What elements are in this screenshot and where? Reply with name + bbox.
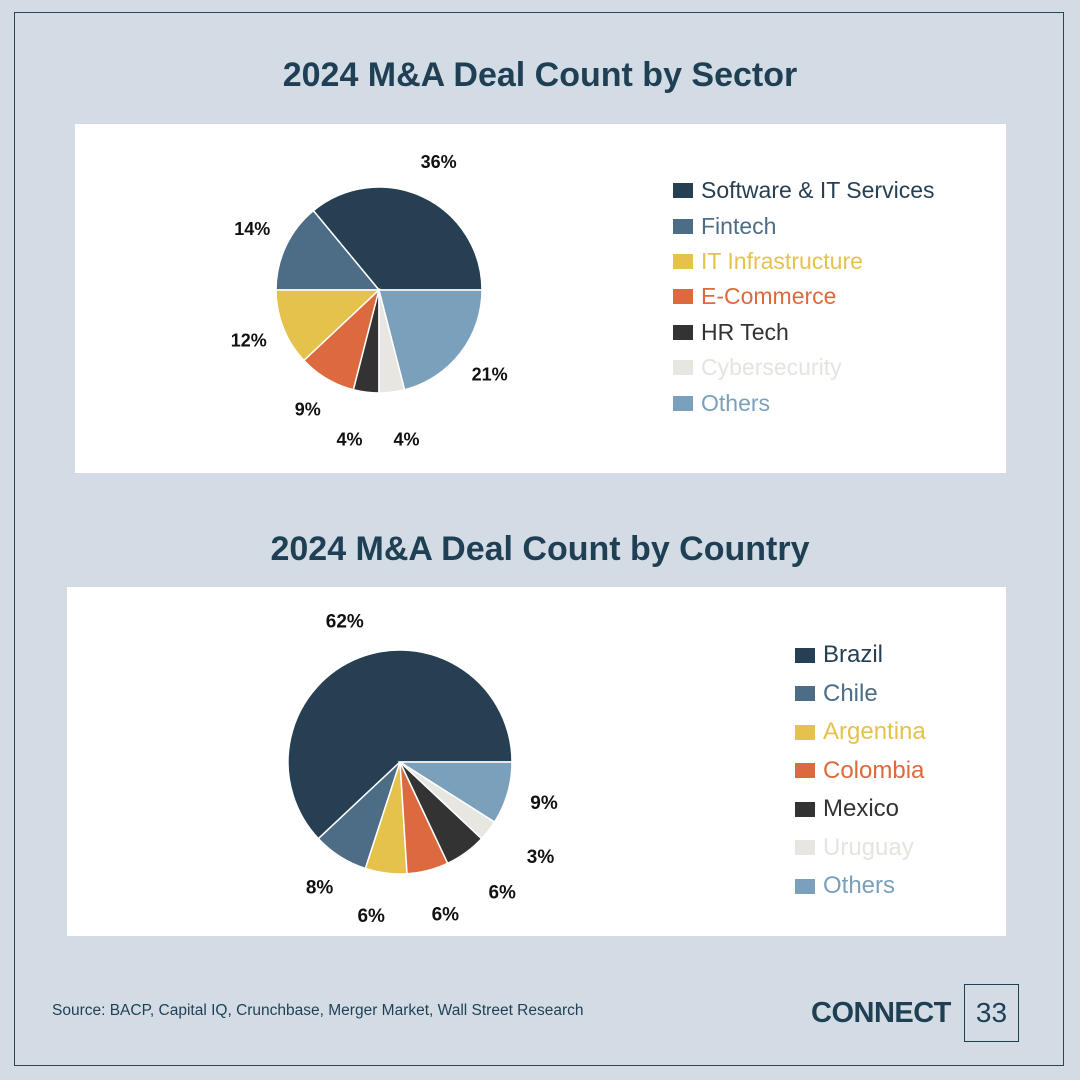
legend-swatch bbox=[673, 183, 693, 199]
legend-label: Cybersecurity bbox=[701, 354, 842, 381]
data-label-others: 21% bbox=[472, 365, 508, 385]
data-label-argentina: 6% bbox=[357, 906, 385, 927]
legend-item-it-infrastructure: IT Infrastructure bbox=[673, 244, 935, 279]
country-pie-chart: 62% 8% 6% 6% 6% 3% 9% bbox=[287, 612, 558, 927]
legend-item-colombia: Colombia bbox=[795, 752, 926, 791]
country-chart-title: 2024 M&A Deal Count by Country bbox=[270, 530, 810, 568]
data-label-colombia: 6% bbox=[432, 904, 460, 925]
legend-item-argentina: Argentina bbox=[795, 713, 926, 752]
data-label-others: 9% bbox=[530, 793, 558, 814]
slice-it-infrastructure bbox=[275, 289, 381, 362]
legend-item-e-commerce: E-Commerce bbox=[673, 279, 935, 314]
legend-item-others: Others bbox=[673, 385, 935, 420]
legend-swatch bbox=[673, 253, 693, 269]
legend-item-hr-tech: HR Tech bbox=[673, 315, 935, 350]
data-label-hr-tech: 4% bbox=[336, 430, 362, 450]
page-frame bbox=[14, 12, 1064, 1066]
legend-swatch bbox=[795, 647, 815, 663]
legend-item-uruguay: Uruguay bbox=[795, 829, 926, 868]
legend-label: Uruguay bbox=[823, 833, 914, 861]
legend-label: IT Infrastructure bbox=[701, 247, 863, 274]
legend-swatch bbox=[795, 763, 815, 779]
data-label-chile: 8% bbox=[306, 878, 334, 899]
legend-label: Mexico bbox=[823, 795, 900, 823]
legend-label: Colombia bbox=[823, 756, 925, 784]
data-label-software-and-it-services: 36% bbox=[421, 152, 457, 172]
country-legend: Brazil Chile Argentina Colombia Mexico Urugua… bbox=[795, 636, 926, 906]
legend-item-mexico: Mexico bbox=[795, 790, 926, 829]
legend-swatch bbox=[673, 324, 693, 340]
sector-chart-card: 36% 14% 12% 9% 4% 4% 21% Software & IT Service… bbox=[75, 124, 1006, 473]
legend-label: Argentina bbox=[823, 718, 926, 746]
country-chart-card: 62% 8% 6% 6% 6% 3% 9% Brazil Chile Argentina Colo… bbox=[67, 587, 1006, 936]
legend-label: Software & IT Services bbox=[701, 177, 935, 204]
legend-item-fintech: Fintech bbox=[673, 208, 935, 243]
legend-label: HR Tech bbox=[701, 318, 789, 345]
legend-item-software-and-it-services: Software & IT Services bbox=[673, 173, 935, 208]
sector-pie-chart: 36% 14% 12% 9% 4% 4% 21% bbox=[231, 152, 508, 450]
legend-swatch bbox=[795, 840, 815, 856]
data-label-fintech: 14% bbox=[234, 219, 270, 239]
legend-swatch bbox=[795, 724, 815, 740]
slice-brazil bbox=[287, 649, 513, 840]
legend-swatch bbox=[673, 395, 693, 411]
data-label-mexico: 6% bbox=[488, 882, 516, 903]
legend-label: Chile bbox=[823, 679, 878, 707]
legend-swatch bbox=[795, 801, 815, 817]
legend-label: Others bbox=[701, 389, 771, 416]
slice-software-and-it-services bbox=[312, 186, 483, 291]
legend-item-brazil: Brazil bbox=[795, 636, 926, 675]
legend-item-chile: Chile bbox=[795, 675, 926, 714]
legend-label: Others bbox=[823, 872, 896, 900]
legend-swatch bbox=[795, 878, 815, 894]
data-label-it-infrastructure: 12% bbox=[231, 330, 267, 350]
legend-item-others: Others bbox=[795, 867, 926, 906]
source-note: Source: BACP, Capital IQ, Crunchbase, Me… bbox=[52, 1002, 584, 1019]
sector-legend: Software & IT Services Fintech IT Infrastr… bbox=[673, 173, 935, 421]
data-label-uruguay: 3% bbox=[527, 847, 555, 868]
legend-swatch bbox=[673, 360, 693, 376]
page-number: 33 bbox=[964, 984, 1019, 1042]
legend-swatch bbox=[673, 289, 693, 305]
slice-others bbox=[397, 761, 513, 824]
legend-swatch bbox=[795, 686, 815, 702]
legend-label: Fintech bbox=[701, 212, 777, 239]
data-label-brazil: 62% bbox=[326, 612, 364, 633]
data-label-cybersecurity: 4% bbox=[393, 430, 419, 450]
legend-label: E-Commerce bbox=[701, 283, 837, 310]
legend-label: Brazil bbox=[823, 641, 884, 669]
legend-item-cybersecurity: Cybersecurity bbox=[673, 350, 935, 385]
connect-logo: CONNECT bbox=[811, 997, 951, 1029]
slice-others bbox=[378, 289, 483, 391]
slice-fintech bbox=[275, 209, 381, 291]
sector-chart-title: 2024 M&A Deal Count by Sector bbox=[282, 56, 798, 94]
data-label-e-commerce: 9% bbox=[295, 399, 321, 419]
legend-swatch bbox=[673, 218, 693, 234]
